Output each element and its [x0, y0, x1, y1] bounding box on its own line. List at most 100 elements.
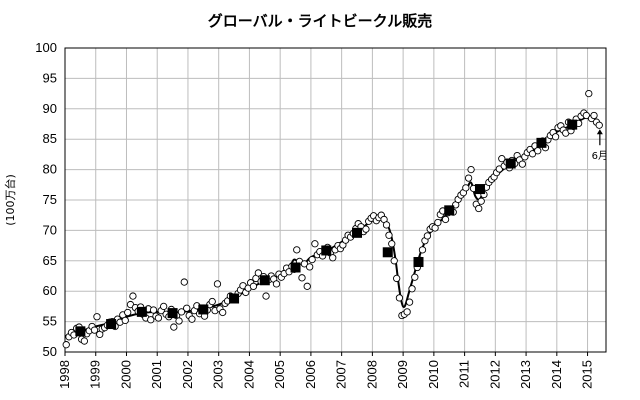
monthly-point	[408, 285, 416, 293]
annual-points-layer	[75, 119, 578, 337]
monthly-point	[175, 317, 183, 325]
monthly-point	[528, 150, 537, 158]
monthly-point	[534, 147, 542, 155]
monthly-point	[308, 255, 316, 264]
monthly-point	[183, 304, 191, 312]
monthly-point	[219, 308, 227, 317]
annual-point	[167, 308, 178, 319]
monthly-point	[467, 165, 475, 174]
monthly-point	[393, 274, 401, 283]
monthly-point	[93, 313, 101, 321]
x-tick-label: 2005	[272, 360, 287, 389]
plot-frame	[64, 47, 607, 353]
monthly-point	[418, 246, 427, 254]
y-tick-label: 100	[35, 40, 57, 55]
monthly-point	[293, 246, 301, 254]
monthly-point	[329, 254, 337, 262]
annual-point	[106, 319, 117, 330]
trend-line	[64, 116, 601, 338]
y-tick-label: 85	[43, 131, 57, 146]
annual-point	[229, 293, 240, 304]
y-tick-label: 80	[43, 162, 57, 177]
monthly-point	[180, 278, 188, 286]
monthly-point	[254, 269, 262, 277]
monthly-point	[160, 302, 168, 311]
monthly-point	[147, 316, 155, 324]
monthly-point	[595, 121, 603, 129]
annual-point	[352, 227, 363, 238]
monthly-point	[411, 273, 419, 281]
annual-point	[75, 326, 86, 337]
monthly-point	[403, 308, 411, 316]
monthly-point	[382, 221, 391, 229]
monthly-point	[441, 215, 450, 224]
monthly-point	[585, 89, 593, 98]
monthly-point	[551, 133, 560, 141]
annotation: 6月	[592, 129, 608, 162]
monthly-point	[208, 297, 216, 306]
annual-point	[444, 205, 455, 216]
y-tick-label: 50	[43, 344, 57, 359]
monthly-point	[129, 292, 137, 300]
monthly-point	[498, 155, 506, 163]
x-tick-label: 2007	[334, 360, 349, 389]
monthly-point	[298, 274, 306, 282]
monthly-point	[477, 197, 485, 205]
monthly-point	[170, 323, 178, 331]
y-axis-label: (100万台)	[3, 174, 17, 226]
y-tick-label: 90	[43, 101, 57, 116]
x-tick-label: 2002	[180, 360, 195, 389]
x-tick-label: 2009	[395, 360, 410, 389]
x-tick-label: 1999	[88, 360, 103, 389]
monthly-point	[177, 308, 186, 316]
monthly-point	[518, 160, 527, 168]
annual-point	[413, 257, 424, 268]
annual-point	[536, 137, 547, 148]
annual-point	[321, 245, 332, 256]
annual-point	[198, 304, 209, 315]
monthly-point	[434, 218, 442, 227]
monthly-point	[582, 111, 590, 120]
annotation-label: 6月	[592, 150, 608, 162]
monthly-point	[464, 174, 473, 182]
x-tick-label: 2008	[364, 360, 379, 389]
annual-point	[505, 158, 516, 169]
x-tick-label: 2000	[118, 360, 133, 389]
monthly-point	[405, 298, 414, 306]
monthly-point	[121, 316, 129, 325]
monthly-point	[124, 308, 132, 317]
monthly-point	[262, 292, 270, 300]
annual-point	[136, 306, 147, 317]
monthly-point	[154, 314, 163, 322]
y-tick-label: 70	[43, 222, 57, 237]
monthly-point	[311, 240, 319, 248]
x-tick-label: 1998	[57, 360, 72, 389]
monthly-point	[390, 257, 398, 265]
y-tick-label: 60	[43, 283, 57, 298]
x-tick-label: 2013	[518, 360, 533, 389]
monthly-point	[385, 231, 393, 239]
x-tick-label: 2006	[303, 360, 318, 389]
monthly-point	[188, 315, 196, 323]
x-tick-label: 2012	[487, 360, 502, 389]
x-tick-label: 2004	[241, 360, 256, 389]
monthly-point	[395, 294, 404, 302]
annual-point	[290, 262, 301, 273]
monthly-point	[388, 240, 396, 248]
x-tick-label: 2001	[149, 360, 164, 389]
x-tick-label: 2014	[549, 360, 564, 389]
monthly-point	[90, 326, 99, 334]
trend-line-layer	[64, 116, 601, 338]
monthly-point	[462, 184, 470, 192]
monthly-point	[362, 225, 370, 233]
annual-point	[567, 119, 578, 130]
monthly-point	[306, 263, 314, 271]
annotation-arrow-head	[596, 129, 603, 135]
monthly-point	[423, 232, 432, 240]
monthly-point	[213, 280, 222, 288]
x-tick-label: 2003	[211, 360, 226, 389]
y-tick-label: 75	[43, 192, 57, 207]
monthly-point	[149, 306, 158, 314]
